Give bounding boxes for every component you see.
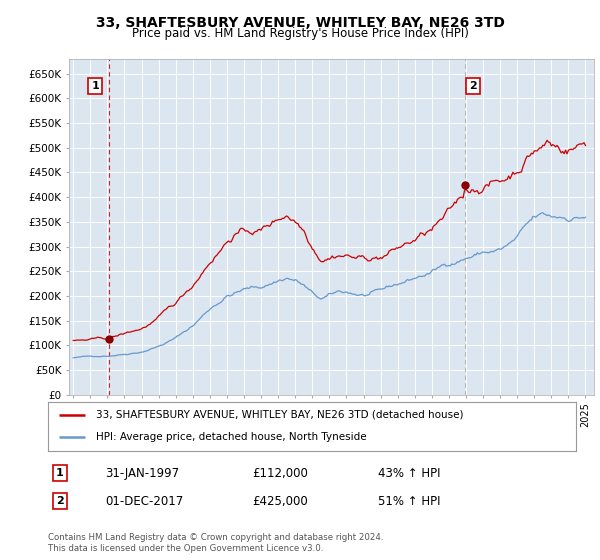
Text: 51% ↑ HPI: 51% ↑ HPI (378, 494, 440, 508)
Text: 33, SHAFTESBURY AVENUE, WHITLEY BAY, NE26 3TD (detached house): 33, SHAFTESBURY AVENUE, WHITLEY BAY, NE2… (95, 410, 463, 420)
Text: 01-DEC-2017: 01-DEC-2017 (105, 494, 183, 508)
Text: HPI: Average price, detached house, North Tyneside: HPI: Average price, detached house, Nort… (95, 432, 366, 442)
Text: 2: 2 (56, 496, 64, 506)
Text: 2: 2 (469, 81, 477, 91)
Text: 31-JAN-1997: 31-JAN-1997 (105, 466, 179, 480)
Text: 1: 1 (56, 468, 64, 478)
Text: Price paid vs. HM Land Registry's House Price Index (HPI): Price paid vs. HM Land Registry's House … (131, 27, 469, 40)
Text: £112,000: £112,000 (252, 466, 308, 480)
Text: 1: 1 (91, 81, 99, 91)
Text: £425,000: £425,000 (252, 494, 308, 508)
Text: 33, SHAFTESBURY AVENUE, WHITLEY BAY, NE26 3TD: 33, SHAFTESBURY AVENUE, WHITLEY BAY, NE2… (95, 16, 505, 30)
Text: Contains HM Land Registry data © Crown copyright and database right 2024.
This d: Contains HM Land Registry data © Crown c… (48, 533, 383, 553)
Text: 43% ↑ HPI: 43% ↑ HPI (378, 466, 440, 480)
